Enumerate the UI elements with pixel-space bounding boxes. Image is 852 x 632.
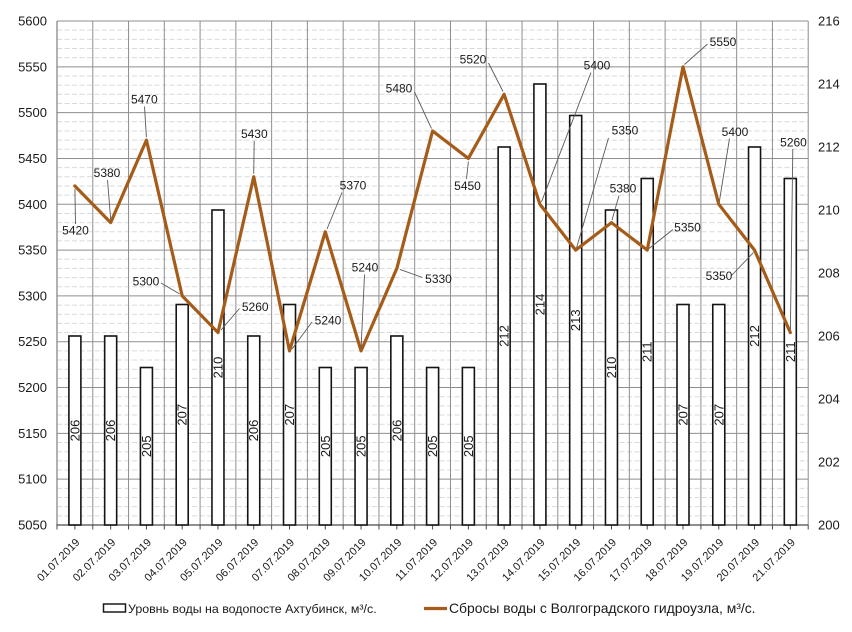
svg-text:214: 214 [818, 77, 840, 92]
svg-text:5380: 5380 [610, 182, 637, 196]
svg-text:5330: 5330 [425, 272, 452, 286]
svg-text:205: 205 [318, 435, 333, 457]
svg-text:5550: 5550 [18, 59, 47, 74]
svg-text:5350: 5350 [674, 221, 701, 235]
svg-text:206: 206 [389, 420, 404, 442]
svg-text:206: 206 [246, 420, 261, 442]
svg-text:204: 204 [818, 392, 840, 407]
svg-text:205: 205 [354, 435, 369, 457]
svg-text:Уровнь воды на водопосте Ахтуб: Уровнь воды на водопосте Ахтубинск, м³/с… [128, 602, 377, 616]
svg-text:5400: 5400 [722, 125, 749, 139]
svg-text:5240: 5240 [315, 313, 342, 327]
svg-text:207: 207 [676, 404, 691, 426]
svg-text:211: 211 [783, 341, 798, 362]
svg-text:5470: 5470 [131, 92, 158, 106]
svg-text:205: 205 [461, 435, 476, 457]
svg-text:5300: 5300 [18, 288, 47, 303]
svg-text:207: 207 [282, 404, 297, 426]
svg-text:5430: 5430 [241, 127, 268, 141]
svg-text:207: 207 [175, 404, 190, 426]
svg-text:5480: 5480 [386, 82, 413, 96]
svg-text:213: 213 [568, 309, 583, 331]
svg-text:5100: 5100 [18, 472, 47, 487]
svg-text:5050: 5050 [18, 518, 47, 533]
svg-text:5240: 5240 [352, 261, 379, 275]
svg-text:208: 208 [818, 266, 840, 281]
svg-text:Сбросы воды с Волгоградского г: Сбросы воды с Волгоградского гидроузла, … [449, 600, 756, 616]
svg-text:210: 210 [818, 203, 840, 218]
svg-text:207: 207 [711, 404, 726, 426]
svg-text:212: 212 [747, 325, 762, 347]
svg-text:5420: 5420 [62, 224, 89, 238]
svg-text:5260: 5260 [780, 135, 807, 149]
svg-text:205: 205 [425, 435, 440, 457]
svg-text:5350: 5350 [706, 269, 733, 283]
svg-text:212: 212 [818, 140, 840, 155]
svg-text:5350: 5350 [18, 243, 47, 258]
svg-text:206: 206 [67, 420, 82, 442]
svg-text:5450: 5450 [454, 179, 481, 193]
svg-text:5520: 5520 [460, 53, 487, 67]
svg-text:5150: 5150 [18, 426, 47, 441]
svg-text:206: 206 [103, 420, 118, 442]
svg-text:5250: 5250 [18, 334, 47, 349]
svg-text:5500: 5500 [18, 105, 47, 120]
svg-text:205: 205 [139, 435, 154, 457]
svg-text:216: 216 [818, 14, 840, 29]
svg-text:212: 212 [497, 325, 512, 347]
svg-text:5400: 5400 [584, 59, 611, 73]
svg-text:5200: 5200 [18, 380, 47, 395]
svg-text:5300: 5300 [133, 275, 160, 289]
svg-text:5550: 5550 [710, 35, 737, 49]
svg-text:202: 202 [818, 455, 840, 470]
svg-text:5370: 5370 [340, 179, 367, 193]
svg-text:214: 214 [532, 294, 547, 316]
svg-text:210: 210 [604, 357, 619, 379]
svg-text:211: 211 [640, 341, 655, 362]
svg-text:5380: 5380 [94, 166, 121, 180]
svg-text:206: 206 [818, 329, 840, 344]
svg-text:5260: 5260 [242, 300, 269, 314]
svg-text:5400: 5400 [18, 197, 47, 212]
svg-text:5450: 5450 [18, 151, 47, 166]
svg-text:5350: 5350 [612, 124, 639, 138]
svg-text:200: 200 [818, 518, 840, 533]
svg-text:210: 210 [210, 357, 225, 379]
svg-text:5600: 5600 [18, 14, 47, 29]
